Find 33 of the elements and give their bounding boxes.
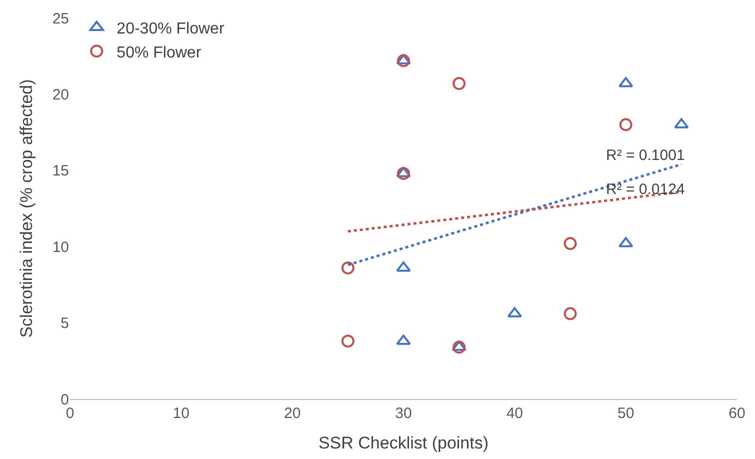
point [619,118,632,132]
point [397,54,410,68]
point [396,54,411,64]
y-axis-title: Sclerotinia index (% crop affected) [16,79,36,338]
y-tick-label: 15 [52,162,69,180]
x-axis-title: SSR Checklist (points) [318,433,489,452]
point [396,334,411,345]
y-tick-label: 0 [60,391,69,408]
y-tick-label: 25 [52,10,69,28]
point [564,237,577,250]
point [452,340,466,351]
point [452,340,466,354]
x-tick-label: 40 [506,405,524,422]
point [341,334,354,348]
point [397,166,410,180]
x-tick-label: 10 [172,405,190,422]
point [674,118,689,128]
x-tick-label: 20 [284,405,301,422]
x-tick-label: 30 [395,405,412,422]
y-tick-label: 5 [60,315,69,332]
x-tick-label: 60 [728,405,746,422]
legend-label: 50% Flower [116,44,202,62]
y-tick-label: 10 [52,238,69,256]
point [452,77,466,90]
point [564,307,577,320]
point [396,261,411,272]
point [396,166,411,178]
annotation: R² = 0.0124 [606,181,685,198]
x-tick-label: 50 [617,405,634,422]
point [341,261,354,274]
legend-label: 20-30% Flower [116,20,225,38]
y-tick-label: 20 [52,86,69,104]
annotation: R² = 0.1001 [606,147,685,164]
